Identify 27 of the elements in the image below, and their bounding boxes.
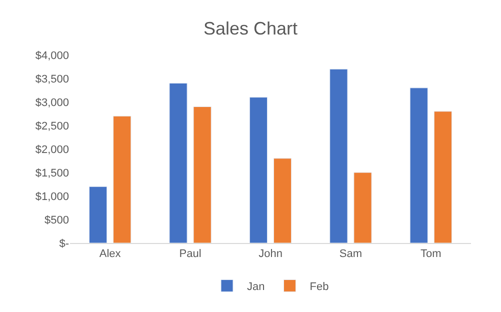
y-tick-label: $1,000: [35, 190, 69, 203]
y-tick-label: $-: [59, 238, 70, 250]
y-tick-label: $1,500: [35, 167, 69, 180]
x-tick-label: Tom: [420, 248, 442, 260]
x-tick-label: Paul: [179, 248, 202, 260]
legend-label: Feb: [310, 280, 329, 293]
y-tick-label: $2,000: [35, 144, 69, 156]
bar: [434, 111, 452, 243]
x-tick-label: Alex: [99, 248, 122, 260]
y-tick-label: $3,500: [35, 73, 69, 86]
x-tick-label: Sam: [339, 248, 362, 260]
y-tick-label: $3,000: [35, 96, 69, 109]
bar: [273, 158, 292, 243]
bar: [193, 106, 212, 243]
x-tick-label: John: [258, 248, 282, 260]
bar: [89, 186, 108, 243]
bar: [169, 82, 188, 243]
y-tick-label: $2,500: [35, 120, 69, 132]
y-tick-label: $4,000: [35, 50, 69, 62]
bar: [113, 116, 132, 243]
y-tick-label: $500: [44, 214, 69, 226]
bar: [330, 68, 348, 243]
bar: [410, 88, 428, 243]
chart-title: Sales Chart: [203, 18, 298, 38]
bar: [354, 172, 372, 243]
legend-label: Jan: [247, 280, 265, 293]
bar: [249, 97, 268, 243]
